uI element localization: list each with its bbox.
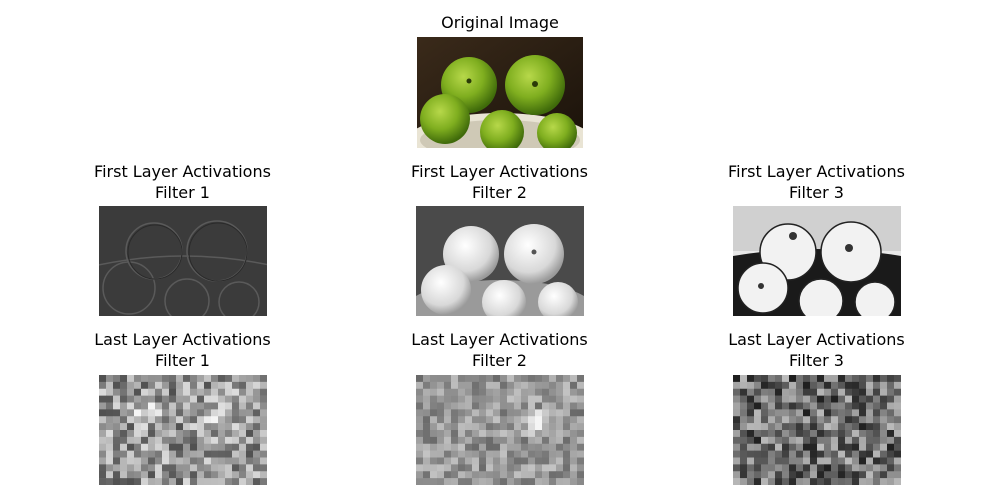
original-image-title-text: Original Image	[441, 13, 559, 32]
panel-title-first-filter-2: First Layer Activations Filter 2	[377, 161, 622, 203]
panel-title-line2: Filter 3	[789, 351, 844, 370]
panel-title-first-filter-1: First Layer Activations Filter 1	[60, 161, 305, 203]
first-layer-filter-3-image	[733, 206, 901, 316]
panel-title-line2: Filter 1	[155, 351, 210, 370]
first-layer-filter-2-image	[416, 206, 584, 316]
panel-title-line1: Last Layer Activations	[94, 330, 271, 349]
panel-title-line1: First Layer Activations	[728, 162, 905, 181]
last-layer-filter-1-image	[99, 375, 267, 485]
original-image-title: Original Image	[400, 12, 600, 33]
panel-title-line1: First Layer Activations	[411, 162, 588, 181]
panel-title-line2: Filter 2	[472, 183, 527, 202]
panel-title-line1: Last Layer Activations	[411, 330, 588, 349]
panel-title-line1: Last Layer Activations	[728, 330, 905, 349]
last-layer-filter-3-image	[733, 375, 901, 485]
panel-title-last-filter-1: Last Layer Activations Filter 1	[60, 329, 305, 371]
panel-title-line2: Filter 3	[789, 183, 844, 202]
last-layer-filter-2-image	[416, 375, 584, 485]
original-image	[417, 37, 583, 148]
panel-title-last-filter-2: Last Layer Activations Filter 2	[377, 329, 622, 371]
panel-title-line2: Filter 1	[155, 183, 210, 202]
panel-title-first-filter-3: First Layer Activations Filter 3	[694, 161, 939, 203]
panel-title-last-filter-3: Last Layer Activations Filter 3	[694, 329, 939, 371]
panel-title-line1: First Layer Activations	[94, 162, 271, 181]
panel-title-line2: Filter 2	[472, 351, 527, 370]
first-layer-filter-1-image	[99, 206, 267, 316]
